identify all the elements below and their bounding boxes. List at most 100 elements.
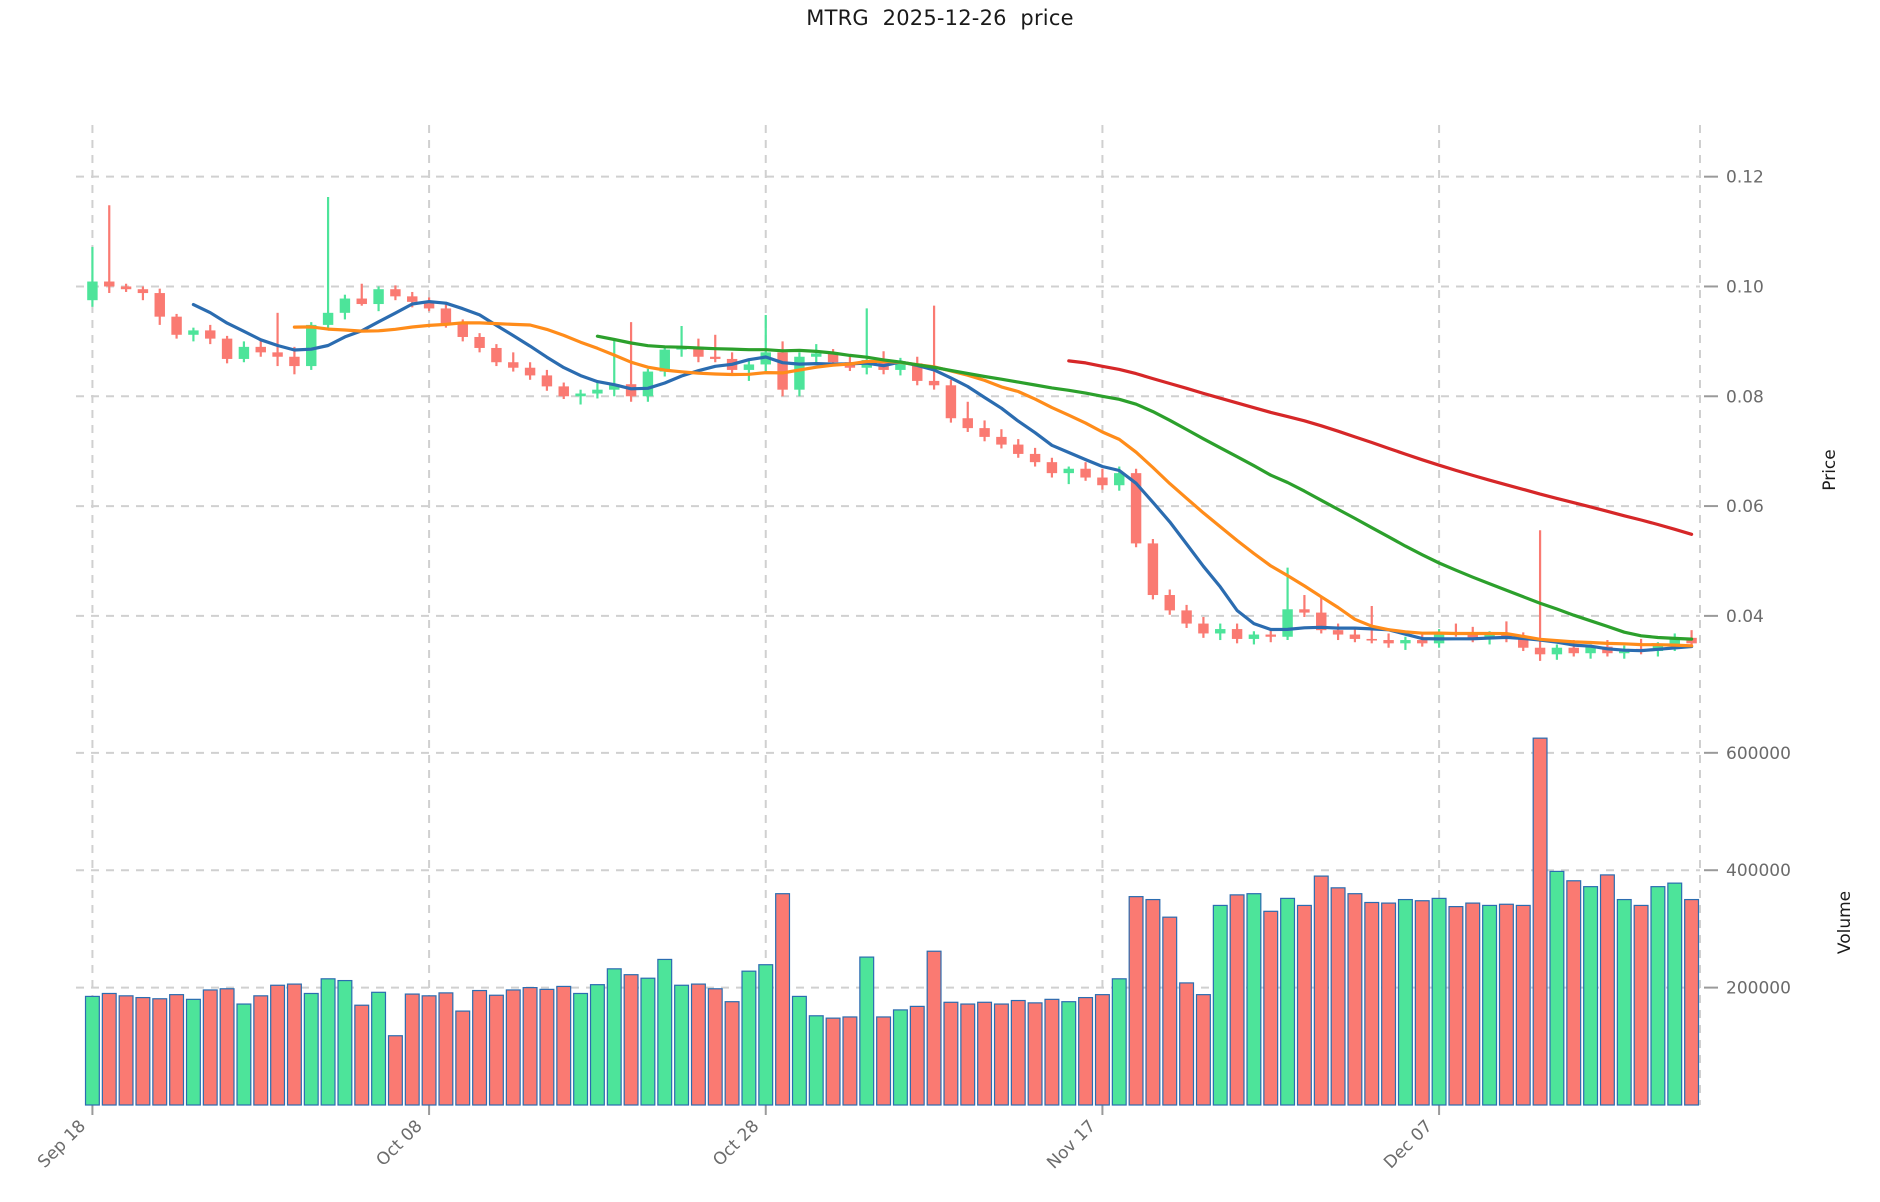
volume-bar xyxy=(202,989,218,1106)
price-tick-label: 0.10 xyxy=(1726,277,1764,297)
volume-bar xyxy=(404,993,420,1106)
candle-body xyxy=(642,371,654,397)
volume-bar xyxy=(539,988,555,1106)
volume-bar xyxy=(1246,893,1262,1106)
volume-bar xyxy=(859,956,875,1106)
candle-body xyxy=(693,346,704,357)
price-tick-label: 0.04 xyxy=(1726,607,1764,627)
candle-body xyxy=(710,356,721,359)
x-tick-label: Nov 17 xyxy=(1043,1116,1100,1173)
volume-bar xyxy=(943,1001,959,1106)
candle-body xyxy=(1130,473,1142,544)
volume-bar xyxy=(84,995,100,1106)
ma-line-7 xyxy=(191,300,1694,653)
volume-bar xyxy=(1330,887,1346,1106)
candle-body xyxy=(811,353,822,357)
candle-body xyxy=(188,330,199,335)
x-tick-label: Dec 07 xyxy=(1380,1116,1437,1173)
volume-bar xyxy=(724,1001,740,1106)
volume-bar xyxy=(522,987,538,1106)
volume-bar xyxy=(1633,904,1649,1106)
volume-bar xyxy=(1162,916,1178,1106)
volume-bar xyxy=(556,985,572,1106)
candle-body xyxy=(1467,633,1478,639)
volume-bar xyxy=(1313,875,1329,1106)
candle-body xyxy=(1349,634,1361,639)
volume-bar xyxy=(1128,896,1144,1106)
candle-body xyxy=(895,363,906,370)
candle-body xyxy=(272,352,283,357)
volume-bar xyxy=(977,1001,993,1106)
volume-axis-name-group: Volume xyxy=(1835,891,1855,954)
volume-axis-name: Volume xyxy=(1835,891,1855,954)
volume-bar xyxy=(219,988,235,1106)
volume-bar xyxy=(1027,1002,1043,1106)
price-axis-name-group: Price xyxy=(1820,449,1840,490)
candle-body xyxy=(1046,462,1058,474)
candle-body xyxy=(592,389,603,394)
volume-bar xyxy=(1078,996,1094,1106)
candle-body xyxy=(524,367,536,376)
volume-bar xyxy=(573,992,589,1106)
candle-body xyxy=(1147,543,1159,596)
volume-tick-label: 600000 xyxy=(1726,744,1791,764)
volume-tick-label: 200000 xyxy=(1726,979,1791,999)
volume-bar xyxy=(758,964,774,1106)
candle-body xyxy=(255,346,266,353)
volume-bar xyxy=(320,978,336,1106)
volume-bar xyxy=(1684,898,1700,1106)
volume-tick-label: 400000 xyxy=(1726,861,1791,881)
volume-bar xyxy=(1094,994,1110,1106)
price-tick-label: 0.08 xyxy=(1726,387,1764,407)
volume-bar xyxy=(472,989,488,1106)
candle-body xyxy=(474,336,485,348)
candle-body xyxy=(979,428,990,437)
candle-body xyxy=(558,386,569,397)
candle-body xyxy=(1383,640,1394,644)
candle-body xyxy=(1534,647,1546,655)
volume-bar xyxy=(1448,906,1464,1106)
volume-bar xyxy=(909,1005,925,1106)
price-tick-label: 0.06 xyxy=(1726,497,1764,517)
candle-body xyxy=(322,312,334,325)
volume-bar xyxy=(169,994,185,1106)
candle-body xyxy=(1231,629,1243,639)
candle-body xyxy=(120,286,132,290)
candle-body xyxy=(1248,634,1260,639)
volume-bar xyxy=(1381,902,1397,1106)
volume-bar xyxy=(1482,904,1498,1106)
volume-bar xyxy=(286,983,302,1106)
candle-body xyxy=(154,293,165,317)
volume-bar xyxy=(623,974,639,1106)
ma-line-14 xyxy=(292,321,1694,648)
volume-bar xyxy=(371,991,387,1106)
candle-body xyxy=(1181,610,1192,624)
volume-bar xyxy=(1397,898,1413,1106)
x-tick-label-group: Oct 08 xyxy=(373,1116,427,1170)
volume-bar xyxy=(236,1003,252,1106)
candle-body xyxy=(137,289,149,294)
candle-body xyxy=(171,316,182,335)
candle-body xyxy=(1669,637,1680,645)
volume-bar xyxy=(842,1016,858,1106)
volume-bar xyxy=(1061,1001,1077,1106)
volume-bar xyxy=(741,970,757,1106)
volume-bar xyxy=(270,984,286,1106)
volume-bar xyxy=(1515,904,1531,1106)
volume-bar xyxy=(808,1015,824,1106)
candle-body xyxy=(1198,623,1209,634)
candle-body xyxy=(457,323,468,337)
volume-bar xyxy=(1465,902,1481,1106)
volume-bar xyxy=(387,1035,403,1106)
x-tick-label-group: Dec 07 xyxy=(1380,1116,1437,1173)
candle-body xyxy=(609,384,620,390)
candle-body xyxy=(1299,609,1310,613)
volume-bar xyxy=(1532,737,1548,1106)
candle-body xyxy=(1568,647,1579,654)
volume-bar xyxy=(303,992,319,1106)
volume-bar xyxy=(775,893,791,1106)
candle-body xyxy=(827,353,839,363)
volume-bar xyxy=(101,992,117,1106)
